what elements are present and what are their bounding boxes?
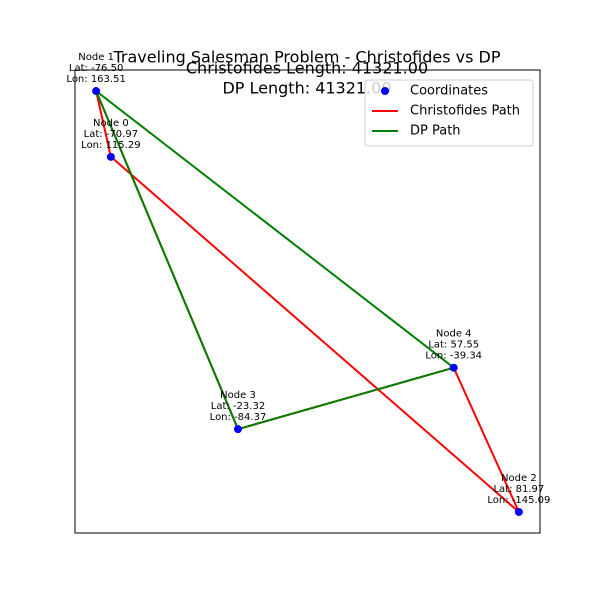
legend-box: [364, 79, 534, 147]
node-point: [449, 363, 458, 372]
node-label: Lon: -145.09: [487, 495, 550, 506]
node-label: Lat: -76.50: [69, 63, 123, 74]
node-label: Node 4: [436, 329, 472, 340]
path-segment: [94, 89, 113, 159]
node-label: Lat: -23.32: [211, 401, 265, 412]
node-label: Node 0: [93, 118, 129, 129]
legend-label: DP Path: [410, 124, 461, 139]
node-label: Lon: 163.51: [66, 74, 125, 85]
node-label: Node 1: [78, 52, 114, 63]
legend: Coordinates Christofides Path DP Path: [364, 79, 534, 147]
node-label: Lon: 115.29: [81, 140, 140, 151]
node-label: Node 3: [220, 390, 256, 401]
path-segment: [236, 366, 455, 431]
path-segment: [452, 366, 521, 514]
chart-subtitle: DP Length: 41321.00: [222, 79, 391, 98]
path-segment: [94, 89, 240, 431]
node-point: [233, 425, 242, 434]
legend-marker: [381, 87, 389, 95]
node-label: Lon: -39.34: [425, 351, 482, 362]
node-label: Node 2: [501, 473, 537, 484]
chart-title: Traveling Salesman Problem - Christofide…: [112, 48, 500, 67]
path-segment: [94, 89, 456, 370]
legend-label: Christofides Path: [410, 104, 520, 119]
chart-subtitle: Christofides Length: 41321.00: [186, 59, 428, 78]
node-label: Lat: 81.97: [493, 484, 544, 495]
legend-label: Coordinates: [410, 84, 488, 99]
node-point: [514, 507, 523, 516]
node-point: [106, 152, 115, 161]
node-point: [92, 87, 101, 96]
node-label: Lat: 57.55: [428, 340, 479, 351]
path-segment: [109, 155, 521, 514]
node-label: Lon: -84.37: [210, 412, 267, 423]
node-label: Lat: -70.97: [84, 129, 138, 140]
plot-frame: [74, 69, 541, 534]
